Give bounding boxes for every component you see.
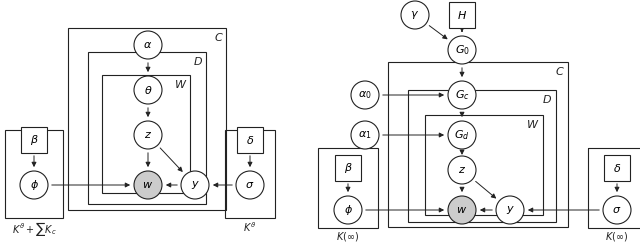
Text: $\alpha_1$: $\alpha_1$ [358,129,372,141]
Text: $K^{\vartheta} + \sum K_c$: $K^{\vartheta} + \sum K_c$ [12,220,56,238]
Bar [408,90,556,222]
Circle shape [351,81,379,109]
Text: D: D [542,95,551,105]
Text: $K^{\vartheta}$: $K^{\vartheta}$ [243,220,257,234]
Circle shape [448,81,476,109]
Circle shape [448,196,476,224]
Circle shape [181,171,209,199]
Bar [68,28,226,210]
Text: $\delta$: $\delta$ [246,134,254,146]
Text: $\phi$: $\phi$ [344,203,353,217]
Circle shape [236,171,264,199]
Text: $\phi$: $\phi$ [29,178,38,192]
Text: $H$: $H$ [457,9,467,21]
Text: $\alpha_0$: $\alpha_0$ [358,89,372,101]
Text: W: W [175,80,186,90]
Circle shape [134,171,162,199]
Text: $w$: $w$ [456,205,468,215]
Bar [588,148,640,228]
Circle shape [496,196,524,224]
Text: $z$: $z$ [144,130,152,140]
Circle shape [401,1,429,29]
Circle shape [603,196,631,224]
Text: $K(\infty)$: $K(\infty)$ [605,230,628,243]
Bar [88,52,206,204]
Circle shape [448,36,476,64]
Text: $\sigma$: $\sigma$ [245,180,255,190]
Text: $\sigma$: $\sigma$ [612,205,621,215]
FancyBboxPatch shape [21,127,47,153]
Bar [102,75,190,193]
Text: $G_c$: $G_c$ [454,88,469,102]
Text: $z$: $z$ [458,165,466,175]
Text: $\gamma$: $\gamma$ [410,9,420,21]
Text: $y$: $y$ [191,179,200,191]
Text: $y$: $y$ [506,204,515,216]
Circle shape [134,31,162,59]
Bar [5,130,63,218]
Text: $\delta$: $\delta$ [613,162,621,174]
Text: $\beta$: $\beta$ [29,133,38,147]
Text: $K(\infty)$: $K(\infty)$ [337,230,360,243]
FancyBboxPatch shape [335,155,361,181]
Text: C: C [214,33,222,43]
Bar [425,115,543,215]
Text: W: W [527,120,538,130]
Circle shape [20,171,48,199]
Text: $G_0$: $G_0$ [454,43,470,57]
Bar [318,148,378,228]
Text: C: C [556,67,563,77]
FancyBboxPatch shape [449,2,475,28]
Text: $\beta$: $\beta$ [344,161,353,175]
FancyBboxPatch shape [604,155,630,181]
Text: $\alpha$: $\alpha$ [143,40,152,50]
Text: D: D [193,57,202,67]
Bar [388,62,568,227]
Text: $\theta$: $\theta$ [144,84,152,96]
Bar [225,130,275,218]
Circle shape [351,121,379,149]
Circle shape [448,156,476,184]
Text: $G_d$: $G_d$ [454,128,470,142]
Circle shape [134,76,162,104]
FancyBboxPatch shape [237,127,263,153]
Circle shape [334,196,362,224]
Circle shape [448,121,476,149]
Circle shape [134,121,162,149]
Text: $w$: $w$ [143,180,154,190]
